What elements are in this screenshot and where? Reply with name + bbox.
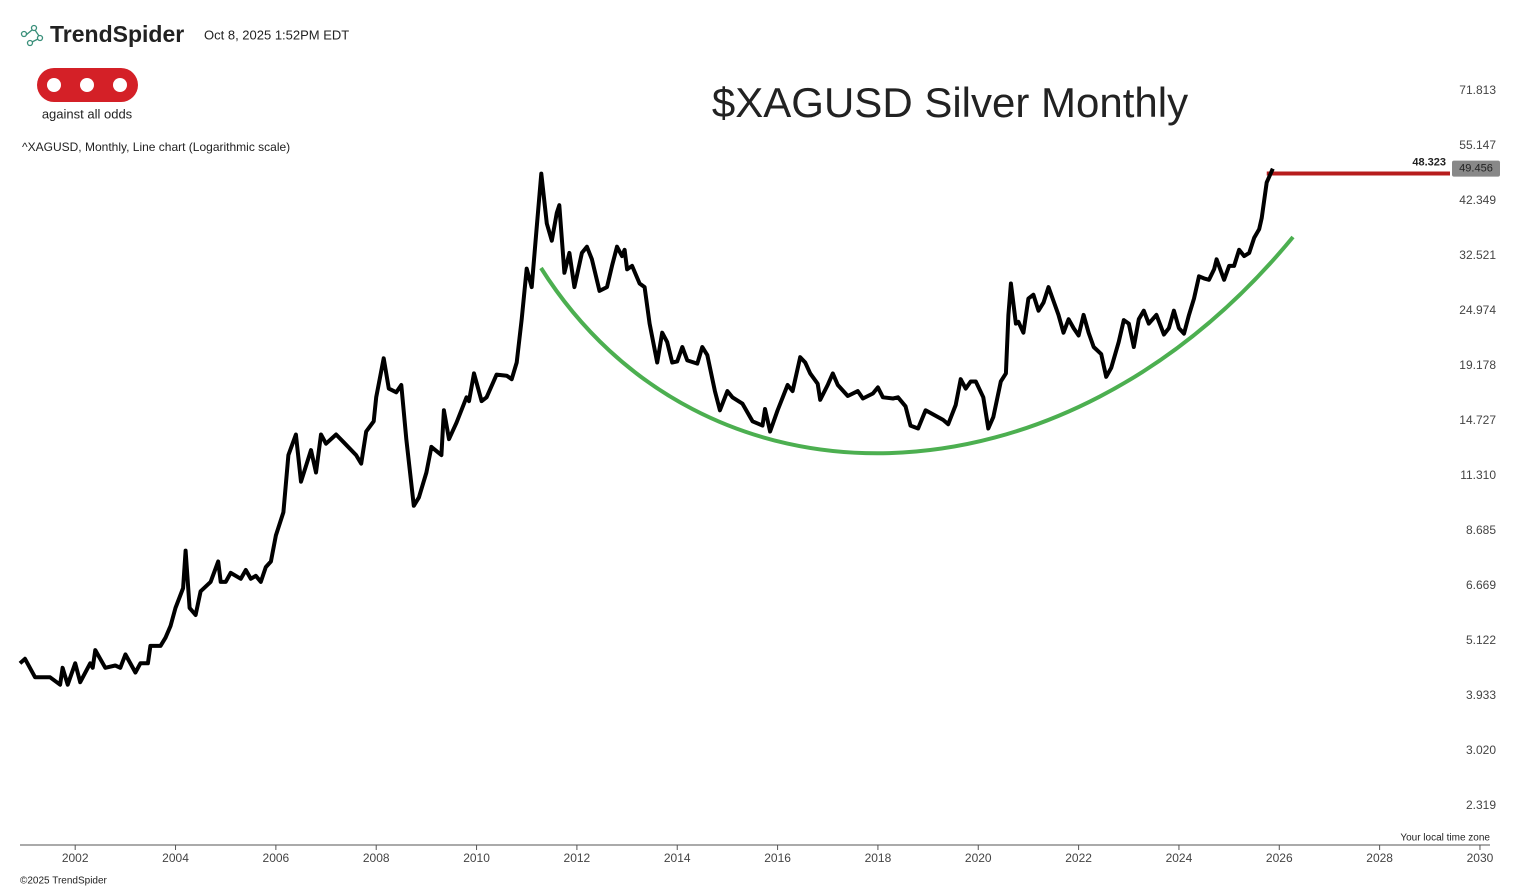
brand-icon	[20, 24, 44, 47]
y-tick-label: 19.178	[1459, 358, 1496, 372]
y-tick-label: 2.319	[1466, 798, 1496, 812]
timestamp: Oct 8, 2025 1:52PM EDT	[204, 27, 349, 42]
cup-curve	[539, 235, 1295, 456]
last-value-label: 49.456	[1459, 163, 1493, 175]
price-line	[18, 167, 1275, 687]
x-tick-label: 2008	[363, 851, 390, 865]
x-tick-label: 2018	[865, 851, 892, 865]
y-tick-label: 71.813	[1459, 83, 1496, 97]
y-tick-label: 55.147	[1459, 138, 1496, 152]
chart-subtitle: ^XAGUSD, Monthly, Line chart (Logarithmi…	[22, 140, 290, 154]
x-tick-label: 2006	[263, 851, 290, 865]
brand: TrendSpider	[50, 21, 184, 47]
y-tick-label: 14.727	[1459, 413, 1496, 427]
x-tick-label: 2016	[764, 851, 791, 865]
x-tick-label: 2030	[1467, 851, 1494, 865]
x-tick-label: 2014	[664, 851, 691, 865]
last-value-box	[1452, 160, 1500, 177]
x-tick-label: 2020	[965, 851, 992, 865]
y-tick-label: 42.349	[1459, 193, 1496, 207]
y-tick-label: 8.685	[1466, 523, 1496, 537]
y-tick-label: 5.122	[1466, 633, 1496, 647]
resistance-label: 48.323	[1412, 156, 1446, 168]
y-tick-label: 3.020	[1466, 743, 1496, 757]
x-tick-label: 2010	[463, 851, 490, 865]
y-tick-label: 24.974	[1459, 303, 1496, 317]
y-tick-label: 6.669	[1466, 578, 1496, 592]
x-tick-label: 2026	[1266, 851, 1293, 865]
copyright: ©2025 TrendSpider	[20, 876, 108, 887]
x-tick-label: 2024	[1166, 851, 1193, 865]
logo	[37, 68, 138, 102]
x-tick-label: 2002	[62, 851, 89, 865]
chart-title: $XAGUSD Silver Monthly	[712, 79, 1188, 126]
x-tick-label: 2004	[162, 851, 189, 865]
logo-caption: against all odds	[42, 106, 133, 121]
x-tick-label: 2022	[1065, 851, 1092, 865]
x-tick-label: 2028	[1366, 851, 1393, 865]
timezone-note: Your local time zone	[1400, 833, 1490, 844]
y-tick-label: 11.310	[1460, 468, 1496, 482]
y-tick-label: 3.933	[1466, 688, 1496, 702]
x-tick-label: 2012	[564, 851, 591, 865]
y-tick-label: 32.521	[1459, 248, 1496, 262]
